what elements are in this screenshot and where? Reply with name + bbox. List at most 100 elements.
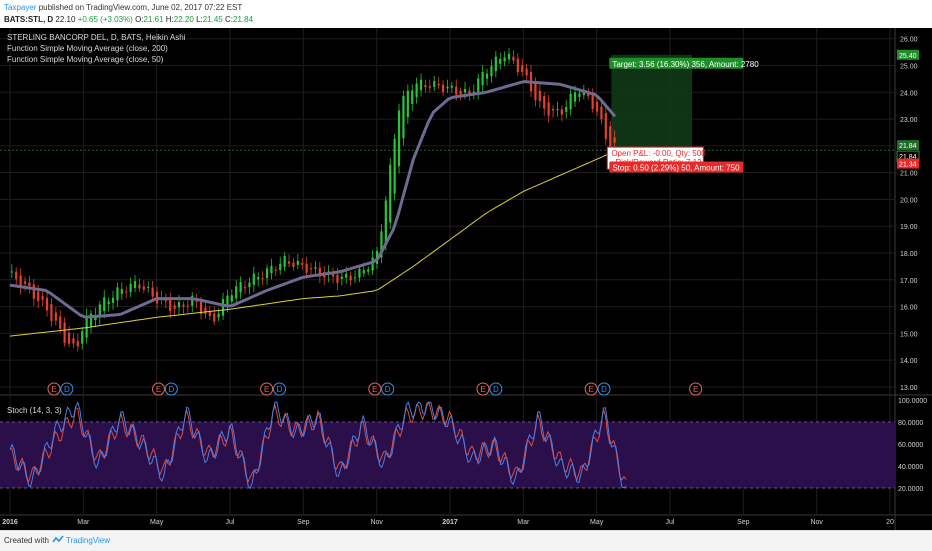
open-pnl-label: Open P&L: -0.00, Qty: 500 bbox=[611, 149, 706, 158]
candle-body bbox=[384, 200, 387, 245]
time-tick-label: May bbox=[590, 519, 604, 526]
candle-body bbox=[560, 109, 563, 115]
candle-body bbox=[204, 307, 207, 314]
candle-body bbox=[587, 93, 590, 97]
event-label: D bbox=[601, 385, 607, 394]
price-tick-label: 20.00 bbox=[900, 197, 918, 204]
candle-body bbox=[402, 95, 405, 139]
time-tick-label: Nov bbox=[810, 519, 823, 526]
candle-body bbox=[248, 282, 251, 288]
candle-body bbox=[243, 287, 247, 289]
earnings-event-icon bbox=[476, 382, 490, 396]
publish-info: published on TradingView.com, June 02, 2… bbox=[38, 3, 243, 12]
stoch-tick-label: 20.0000 bbox=[898, 486, 923, 493]
high-value: 22.20 bbox=[173, 15, 194, 24]
candle-body bbox=[569, 93, 572, 110]
candle-body bbox=[551, 108, 555, 111]
legend-title: STERLING BANCORP DEL, D, BATS, Heikin As… bbox=[7, 33, 186, 42]
dividend-event-icon bbox=[489, 382, 503, 396]
candle-body bbox=[107, 301, 110, 305]
candle-body bbox=[446, 86, 449, 89]
candle-body bbox=[265, 268, 269, 279]
candle-body bbox=[28, 282, 31, 287]
candle-body bbox=[19, 275, 22, 288]
candle-body bbox=[45, 297, 49, 311]
time-tick-label: Nov bbox=[370, 519, 383, 526]
earnings-event-icon bbox=[584, 382, 598, 396]
stoch-band bbox=[0, 422, 895, 488]
candle-body bbox=[494, 56, 497, 72]
candle-body bbox=[393, 138, 396, 194]
candle-body bbox=[59, 316, 62, 329]
candle-body bbox=[512, 56, 515, 61]
legend-sma50: Function Simple Moving Average (close, 5… bbox=[7, 55, 164, 64]
earnings-event-icon bbox=[689, 382, 703, 396]
price-tick-label: 26.00 bbox=[900, 37, 918, 44]
candle-body bbox=[538, 90, 541, 102]
candle-body bbox=[472, 91, 475, 93]
candle-body bbox=[252, 273, 255, 285]
candle-body bbox=[578, 93, 581, 98]
price-tag-box bbox=[897, 140, 919, 151]
candle-body bbox=[406, 90, 409, 118]
open-label: O: bbox=[135, 15, 144, 24]
price-tick-label: 24.00 bbox=[900, 90, 918, 97]
candle-body bbox=[32, 284, 35, 299]
candle-body bbox=[296, 260, 299, 265]
candle-body bbox=[389, 164, 392, 223]
candle-body bbox=[270, 265, 273, 274]
symbol-label: BATS:STL, D bbox=[4, 15, 54, 24]
candle-body bbox=[283, 255, 286, 267]
sma200-line bbox=[9, 150, 616, 337]
low-value: 21.45 bbox=[202, 15, 223, 24]
candle-body bbox=[331, 273, 335, 277]
candle-body bbox=[217, 313, 220, 318]
candle-body bbox=[182, 304, 185, 307]
candle-body bbox=[274, 269, 277, 271]
close-value: 21.84 bbox=[233, 15, 254, 24]
candle-body bbox=[485, 73, 489, 79]
candle-body bbox=[213, 313, 216, 322]
position-tags: Target: 3.56 (16.30%) 356, Amount: 2780 O… bbox=[606, 49, 920, 173]
candle-body bbox=[345, 273, 348, 278]
time-tick-label: 20 bbox=[886, 519, 894, 526]
candle-body bbox=[468, 90, 471, 94]
candle-body bbox=[305, 263, 308, 273]
candle-body bbox=[147, 287, 150, 289]
candle-body bbox=[195, 300, 198, 302]
author-link[interactable]: Taxpayer bbox=[4, 3, 37, 12]
time-tick-label: 2016 bbox=[2, 519, 18, 526]
candle-body bbox=[120, 289, 123, 294]
stop-label-box bbox=[609, 161, 744, 173]
chart-axes: 13.00 14.00 15.00 16.00 17.00 18.00 19.00 20.00… bbox=[2, 37, 927, 526]
candle-body bbox=[450, 85, 453, 88]
target-label-box bbox=[609, 57, 744, 69]
candle-body bbox=[111, 297, 115, 303]
candle-body bbox=[23, 281, 27, 284]
candle-body bbox=[116, 287, 119, 301]
candle-body bbox=[367, 269, 370, 272]
earnings-event-icon bbox=[260, 382, 274, 396]
last-price: 22.10 bbox=[55, 15, 76, 24]
moving-average-lines bbox=[9, 80, 617, 337]
candle-body bbox=[353, 277, 357, 279]
candle-body bbox=[490, 66, 493, 77]
candle-body bbox=[573, 92, 577, 102]
candle-body bbox=[85, 315, 88, 338]
candle-body bbox=[516, 58, 519, 73]
price-tick-label: 16.00 bbox=[900, 305, 918, 312]
candle-body bbox=[428, 86, 431, 88]
candle-body bbox=[499, 58, 502, 64]
candle-body bbox=[463, 88, 467, 93]
event-label: D bbox=[277, 385, 283, 394]
candle-body bbox=[380, 231, 383, 258]
candle-body bbox=[186, 305, 189, 307]
stoch-tick-label: 100.0000 bbox=[898, 398, 927, 405]
candle-body bbox=[433, 80, 436, 87]
tradingview-link[interactable]: TradingView bbox=[66, 536, 111, 545]
stoch-tick-label: 80.0000 bbox=[898, 420, 923, 427]
target-zone bbox=[611, 54, 692, 151]
candle-body bbox=[151, 287, 154, 297]
